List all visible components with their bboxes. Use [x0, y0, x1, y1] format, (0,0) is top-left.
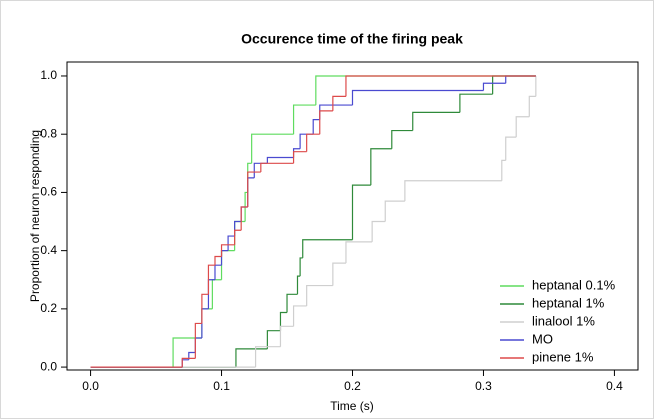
y-tick-label: 0.8 [40, 126, 57, 140]
step-segment [404, 180, 502, 202]
y-axis-label: Proportion of neuron responding [28, 130, 42, 302]
y-tick-label: 0.4 [40, 243, 57, 257]
x-axis-label: Time (s) [330, 399, 374, 413]
legend-label: MO [532, 331, 553, 346]
y-tick-label: 1.0 [40, 68, 57, 82]
step-segment [384, 200, 405, 222]
step-segment [251, 133, 294, 164]
legend-label: pinene 1% [532, 349, 594, 364]
step-segment [459, 93, 493, 113]
step-segment [194, 322, 202, 359]
step-segment [201, 293, 209, 324]
step-segment [235, 348, 268, 368]
step-segment [172, 337, 202, 368]
step-segment [260, 162, 294, 173]
legend-label: linalool 1% [532, 313, 595, 328]
x-tick-label: 0.4 [606, 379, 623, 393]
step-segment [302, 239, 353, 258]
step-segment [371, 220, 386, 242]
step-segment [412, 111, 460, 131]
step-segment [501, 159, 506, 181]
step-segment [207, 264, 215, 295]
step-segment [370, 148, 392, 186]
step-segment [286, 293, 298, 313]
x-tick-label: 0.0 [82, 379, 99, 393]
step-segment [345, 241, 373, 264]
step-segment [296, 275, 301, 295]
step-segment [292, 305, 307, 327]
y-tick-label: 0.0 [40, 359, 57, 373]
step-segment [220, 244, 235, 257]
step-segment [345, 75, 536, 97]
step-segment [181, 357, 196, 368]
step-segment [505, 136, 517, 161]
chart-title: Occurence time of the firing peak [241, 31, 463, 47]
step-segment [482, 82, 506, 91]
step-segment [528, 95, 536, 117]
step-segment [188, 351, 196, 360]
step-segment [319, 110, 333, 135]
step-segment [254, 346, 281, 368]
legend-label: heptanal 1% [532, 295, 605, 310]
step-segment [391, 129, 413, 149]
step-segment [266, 156, 294, 164]
step-segment [351, 89, 484, 106]
step-segment [279, 325, 294, 347]
step-segment [306, 284, 333, 306]
x-tick-label: 0.1 [213, 379, 230, 393]
y-tick-label: 0.6 [40, 185, 57, 199]
step-segment [279, 311, 288, 331]
step-segment [515, 116, 530, 138]
step-segment [240, 206, 248, 231]
step-segment [214, 255, 222, 266]
step-segment [312, 119, 320, 135]
legend-label: heptanal 0.1% [532, 277, 616, 292]
step-segment [244, 191, 248, 222]
x-tick-label: 0.3 [475, 379, 492, 393]
step-segment [332, 95, 346, 111]
step-segment [351, 184, 371, 240]
step-segment [332, 262, 346, 286]
step-segment [292, 104, 316, 135]
step-segment [306, 133, 320, 152]
step-segment [266, 330, 281, 349]
step-segment [227, 235, 235, 251]
step-segment [299, 257, 303, 277]
step-segment [247, 171, 261, 207]
step-segment [234, 229, 242, 245]
y-tick-label: 0.2 [40, 301, 57, 315]
step-segment [292, 151, 307, 164]
x-tick-label: 0.2 [344, 379, 361, 393]
